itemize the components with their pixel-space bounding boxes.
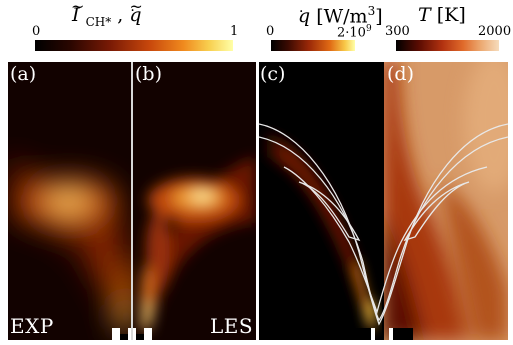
panel-label-a: (a)	[10, 63, 37, 85]
nozzle-center-a	[128, 328, 131, 340]
nozzle-gap-b	[136, 334, 144, 340]
panel-a-image	[8, 157, 132, 332]
colorbar-middle-tick-min: 0	[266, 24, 275, 39]
nozzle-left-a	[112, 328, 120, 340]
colorbar-right-tick-min: 300	[385, 24, 410, 39]
colorbar-left-tick-max: 1	[230, 24, 239, 39]
les-label: LES	[210, 314, 254, 338]
nozzle-center-c	[371, 328, 375, 340]
panel-b-image	[132, 157, 256, 332]
exp-label: EXP	[10, 314, 54, 338]
colorbar-left-tick-min: 0	[32, 24, 41, 39]
panel-d-image	[383, 62, 508, 340]
iso-contours	[259, 123, 508, 326]
panel-label-d: (d)	[387, 63, 414, 85]
nozzle-center-d	[389, 328, 393, 340]
colorbar-right-tick-max: 2000	[478, 24, 512, 39]
colorbar-right-title: T [K]	[418, 4, 466, 26]
nozzle-center-b	[133, 328, 136, 340]
colorbar-middle	[271, 40, 355, 51]
panel-divider-cd	[382, 62, 384, 340]
heat-release-temperature-pair	[259, 62, 508, 340]
panel-label-b: (b)	[135, 63, 162, 85]
nozzle-gap-a	[120, 334, 128, 340]
panel-label-c: (c)	[260, 63, 286, 85]
colorbar-left-title: ~ I CH* , ~ · q	[71, 0, 143, 29]
nozzle-right-b	[144, 328, 152, 340]
colorbar-left	[35, 40, 233, 51]
colorbar-right	[396, 40, 499, 51]
panel-divider-ab	[131, 62, 133, 340]
nozzle-block-d	[393, 328, 413, 340]
colorbar-middle-tick-max: 2·109	[337, 24, 372, 41]
chemiluminescence-image-pair	[8, 62, 256, 340]
colorbar-middle-title: · q [W/m3]	[298, 4, 383, 28]
nozzle-block-c	[351, 328, 371, 340]
